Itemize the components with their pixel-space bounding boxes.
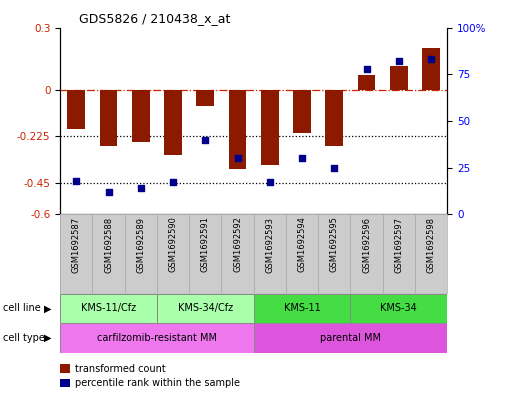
Text: cell type: cell type [3,333,44,343]
Point [233,155,242,161]
Bar [67,90,85,129]
Bar [197,90,214,107]
Point [298,155,306,161]
Text: KMS-34: KMS-34 [380,303,417,313]
Bar [293,90,311,133]
Text: GSM1692598: GSM1692598 [427,217,436,272]
Bar [60,214,93,293]
Text: GSM1692592: GSM1692592 [233,217,242,272]
Text: GSM1692587: GSM1692587 [72,217,81,273]
Bar [390,66,407,90]
Point [330,164,338,171]
Bar [100,90,117,146]
Point [427,56,435,62]
Bar [358,75,376,90]
Bar [422,48,440,90]
Text: percentile rank within the sample: percentile rank within the sample [75,378,240,388]
Text: transformed count: transformed count [75,364,166,374]
Bar [254,323,447,353]
Text: GSM1692590: GSM1692590 [168,217,177,272]
Bar [350,214,383,293]
Text: ▶: ▶ [44,303,52,313]
Bar [229,90,246,169]
Text: KMS-11/Cfz: KMS-11/Cfz [81,303,136,313]
Bar [254,214,286,293]
Text: KMS-11: KMS-11 [283,303,321,313]
Point [137,185,145,191]
Bar [157,214,189,293]
Bar [157,294,254,323]
Text: KMS-34/Cfz: KMS-34/Cfz [178,303,233,313]
Point [362,65,371,72]
Bar [383,214,415,293]
Point [72,178,81,184]
Bar [221,214,254,293]
Point [105,189,113,195]
Point [201,136,209,143]
Bar [261,90,279,165]
Point [395,58,403,64]
Bar [132,90,150,141]
Bar [189,214,221,293]
Text: GDS5826 / 210438_x_at: GDS5826 / 210438_x_at [79,12,231,25]
Bar [254,294,350,323]
Text: cell line: cell line [3,303,40,313]
Bar [124,214,157,293]
Text: parental MM: parental MM [320,333,381,343]
Text: GSM1692589: GSM1692589 [137,217,145,272]
Bar [164,90,182,155]
Text: GSM1692596: GSM1692596 [362,217,371,272]
Text: GSM1692595: GSM1692595 [330,217,339,272]
Text: GSM1692591: GSM1692591 [201,217,210,272]
Bar [415,214,447,293]
Text: GSM1692588: GSM1692588 [104,217,113,273]
Text: carfilzomib-resistant MM: carfilzomib-resistant MM [97,333,217,343]
Point [169,179,177,185]
Point [266,179,274,185]
Bar [60,294,157,323]
Bar [325,90,343,146]
Text: ▶: ▶ [44,333,52,343]
Text: GSM1692594: GSM1692594 [298,217,306,272]
Bar [286,214,318,293]
Text: GSM1692597: GSM1692597 [394,217,403,272]
Bar [350,294,447,323]
Bar [93,214,124,293]
Bar [60,323,254,353]
Bar [318,214,350,293]
Text: GSM1692593: GSM1692593 [265,217,274,272]
